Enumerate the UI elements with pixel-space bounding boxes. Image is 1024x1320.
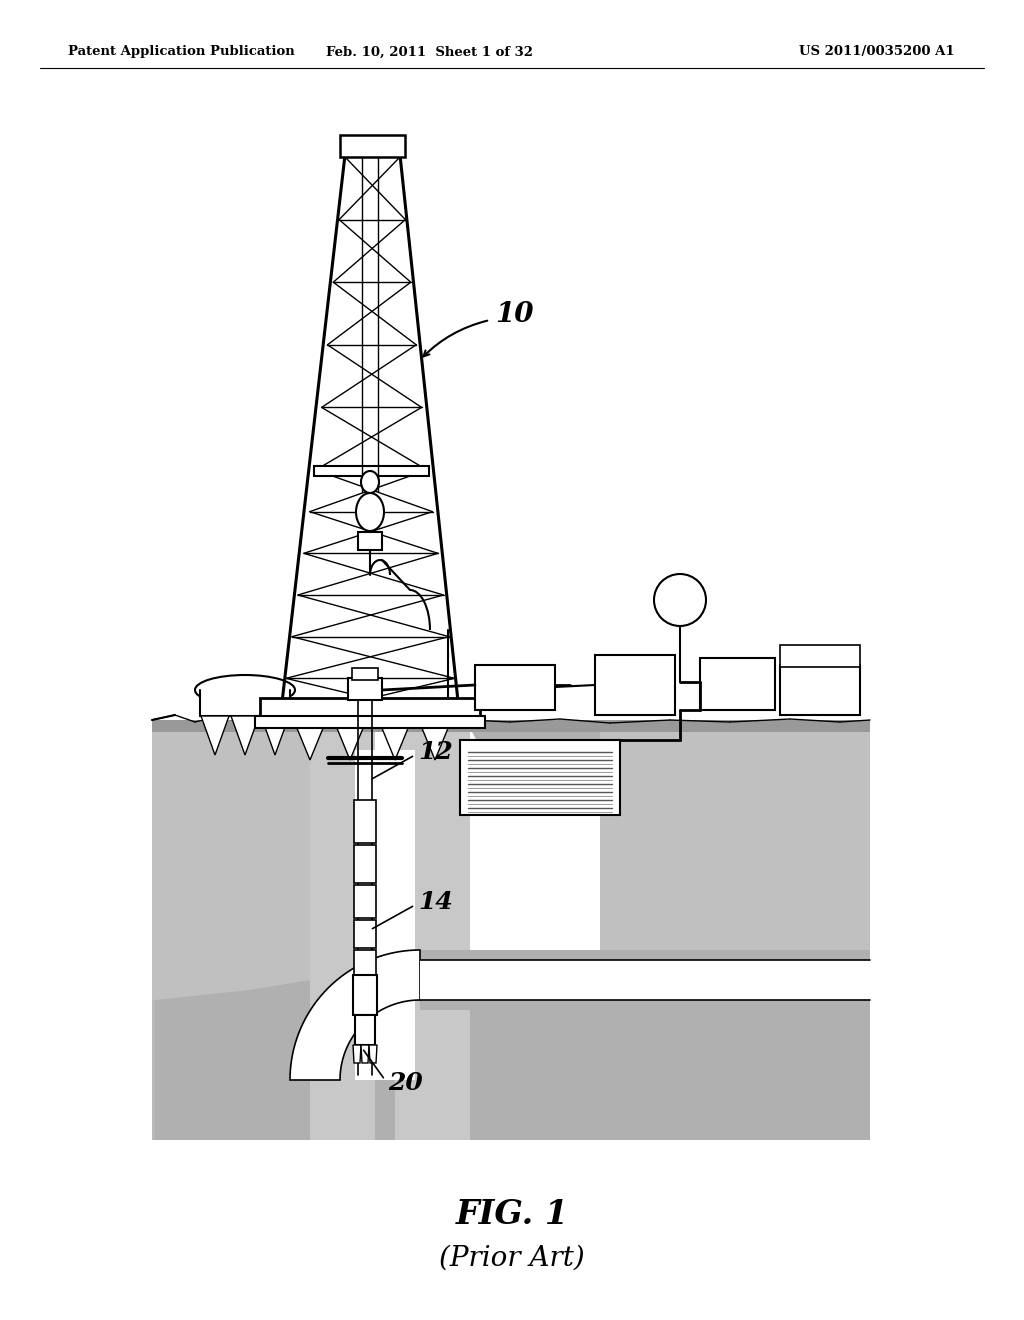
Polygon shape [292, 715, 328, 760]
Polygon shape [332, 715, 368, 760]
Bar [353, 975, 377, 1015]
Bar [780, 645, 860, 667]
Polygon shape [377, 715, 413, 760]
Polygon shape [201, 715, 229, 755]
Polygon shape [231, 715, 259, 755]
Text: Patent Application Publication: Patent Application Publication [68, 45, 295, 58]
Ellipse shape [195, 675, 295, 705]
Polygon shape [152, 719, 870, 733]
Bar [354, 845, 376, 883]
Polygon shape [155, 975, 870, 1140]
Text: 10: 10 [495, 301, 534, 329]
Bar [475, 665, 555, 710]
Bar [460, 741, 620, 814]
Polygon shape [361, 1045, 369, 1063]
Text: 12: 12 [418, 741, 453, 764]
Text: 20: 20 [388, 1071, 423, 1096]
Polygon shape [152, 1001, 870, 1140]
Bar [348, 678, 382, 700]
Bar [354, 950, 376, 975]
Polygon shape [395, 729, 470, 1140]
Text: Feb. 10, 2011  Sheet 1 of 32: Feb. 10, 2011 Sheet 1 of 32 [327, 45, 534, 58]
Bar [354, 884, 376, 917]
Text: (Prior Art): (Prior Art) [439, 1245, 585, 1271]
Bar [358, 532, 382, 550]
Text: 14: 14 [418, 890, 453, 913]
Ellipse shape [356, 492, 384, 531]
Polygon shape [420, 950, 870, 1010]
Ellipse shape [361, 471, 379, 492]
Text: US 2011/0035200 A1: US 2011/0035200 A1 [800, 45, 955, 58]
Bar [340, 135, 406, 157]
Polygon shape [290, 950, 420, 1080]
Bar [595, 655, 675, 715]
Bar [354, 920, 376, 948]
Polygon shape [152, 729, 310, 1140]
Polygon shape [369, 1045, 377, 1063]
Polygon shape [417, 715, 453, 760]
Circle shape [654, 574, 706, 626]
Bar [354, 800, 376, 843]
Bar [313, 466, 429, 477]
Polygon shape [470, 729, 870, 810]
Polygon shape [261, 715, 289, 755]
Bar [260, 698, 480, 722]
Bar [780, 665, 860, 715]
Polygon shape [152, 729, 310, 810]
Polygon shape [600, 729, 870, 1140]
Bar [255, 715, 485, 729]
Bar [200, 690, 290, 719]
Bar [700, 657, 775, 710]
Bar [352, 668, 378, 680]
Polygon shape [420, 960, 870, 1001]
Polygon shape [310, 729, 375, 1140]
Polygon shape [353, 1045, 361, 1063]
Polygon shape [355, 750, 415, 1080]
Text: FIG. 1: FIG. 1 [456, 1199, 568, 1232]
Bar [355, 1015, 375, 1045]
